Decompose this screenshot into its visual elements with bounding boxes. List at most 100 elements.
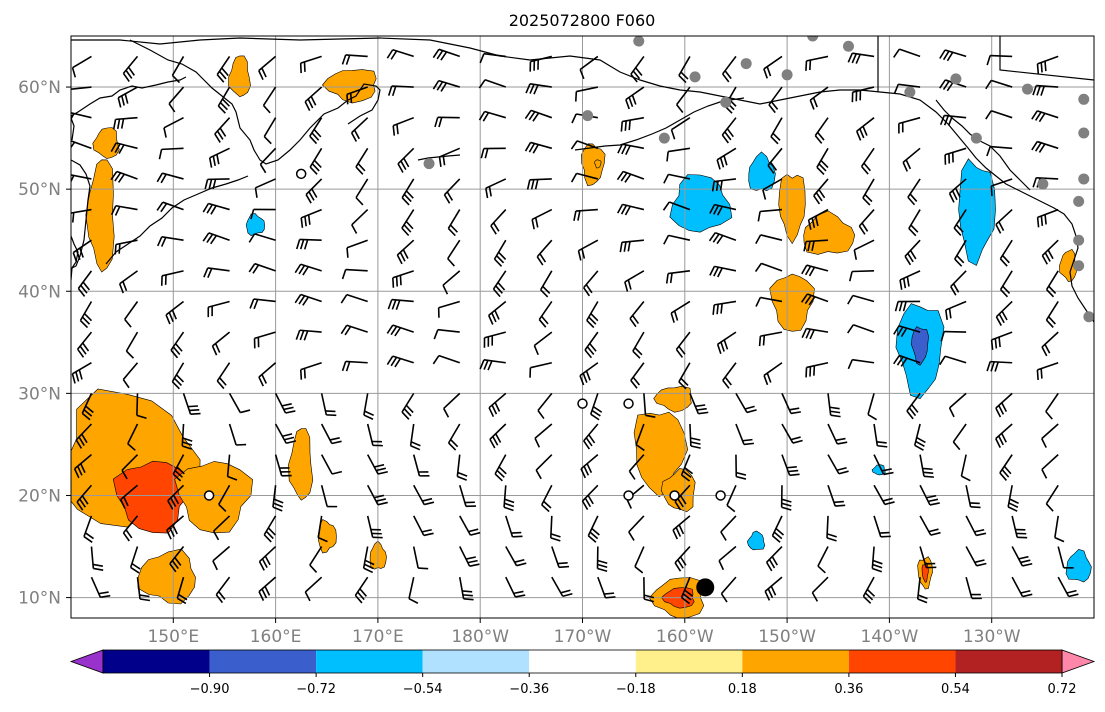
wind-barb (893, 83, 921, 94)
wind-barb (341, 360, 368, 372)
wind-barb (584, 331, 599, 359)
wind-barb (340, 324, 368, 336)
wind-barb (945, 300, 967, 320)
wind-barb (401, 209, 415, 237)
wind-barb (990, 331, 1013, 350)
wind-barb (129, 546, 141, 574)
lon-tick-label: 150°W (758, 627, 816, 647)
wind-barb (534, 423, 553, 448)
negative-anomaly-region (245, 213, 265, 236)
wind-barb (570, 172, 599, 183)
wind-barb (904, 239, 921, 266)
wind-barb (136, 393, 147, 419)
longitude-ticks: 150°E 160°E 170°E 180°W 170°W 160°W 150°W 140°W… (147, 618, 1021, 647)
wind-barb (212, 515, 231, 541)
wind-barb (90, 546, 104, 571)
wind-barb (1045, 301, 1059, 328)
wind-barb (939, 114, 967, 126)
wind-barb (619, 239, 644, 253)
wind-barb (663, 234, 691, 245)
kamchatka-coast (71, 39, 381, 165)
wind-barb (412, 454, 430, 477)
wind-barb (755, 296, 783, 307)
wind-barb (412, 546, 429, 570)
wind-barb (483, 331, 506, 348)
lon-tick-label: 130°W (963, 627, 1021, 647)
wind-barb (363, 393, 375, 420)
wind-barb (443, 392, 461, 418)
station-dot (842, 40, 854, 52)
colorbar-segment (955, 650, 1062, 673)
station-dot (904, 86, 916, 98)
wind-barb (720, 515, 737, 541)
kuril-chain (105, 175, 249, 265)
wind-barb (203, 267, 230, 279)
wind-barb (156, 172, 184, 184)
wind-barb (675, 331, 691, 358)
wind-barb (216, 55, 231, 83)
wind-barb (536, 239, 553, 266)
wind-barb (689, 423, 701, 449)
wind-barb (458, 485, 477, 508)
wind-barb (397, 147, 415, 173)
wind-barb (1036, 361, 1059, 380)
wind-barb (114, 239, 138, 255)
wind-barb (1031, 110, 1059, 123)
wind-barb (817, 546, 829, 574)
wind-barb (953, 209, 967, 237)
wind-barb (726, 484, 737, 513)
wind-barb (83, 515, 95, 543)
open-station-circle (295, 168, 307, 180)
station-dot (1078, 127, 1090, 139)
wind-barb (117, 86, 138, 108)
wind-barb (408, 576, 419, 604)
wind-barb (894, 300, 921, 312)
wind-barb (995, 423, 1013, 448)
wind-barb (628, 454, 645, 480)
wind-barb (1036, 55, 1059, 74)
wind-barb (433, 328, 460, 340)
wind-barb (716, 147, 737, 170)
wind-barb (73, 454, 92, 479)
wind-barb (317, 515, 328, 543)
colorbar-segment (848, 650, 956, 673)
wind-barb (254, 178, 276, 198)
wind-barb (432, 79, 460, 92)
wind-barb (587, 515, 600, 543)
wind-barb (867, 393, 878, 421)
colorbar-label: −0.90 (190, 682, 230, 697)
wind-barb (493, 239, 507, 267)
lon-tick-label: 160°E (250, 627, 302, 647)
wind-barb (1007, 485, 1019, 512)
commander-islands (417, 154, 461, 161)
wind-barb (258, 362, 277, 387)
wind-barb (771, 515, 785, 543)
storm-center-dot (696, 578, 715, 597)
wind-barb (156, 201, 184, 213)
wind-barb (535, 454, 553, 480)
wind-barb (176, 576, 188, 605)
wind-barb (999, 270, 1013, 298)
wind-barb (939, 49, 967, 62)
colorbar-label: −0.54 (403, 682, 443, 697)
wind-barb (320, 423, 342, 445)
wind-barb (767, 147, 783, 174)
wind-barb (401, 178, 415, 206)
wind-barb (478, 79, 507, 89)
wind-barb (119, 484, 139, 509)
wind-barb (346, 86, 368, 105)
wind-barb (960, 454, 971, 482)
wind-barb (274, 454, 292, 477)
wind-barb (387, 85, 414, 97)
wind-barb (722, 362, 737, 389)
wind-barb (827, 423, 848, 445)
wind-barb (158, 147, 184, 160)
wind-barb (893, 48, 921, 58)
wind-barb (366, 454, 388, 475)
wind-barb (805, 361, 829, 378)
wind-barb (341, 268, 368, 280)
wind-barb (902, 147, 921, 172)
wind-barb (827, 485, 846, 507)
wind-barb (597, 576, 616, 599)
positive-anomaly-region (1059, 249, 1077, 283)
